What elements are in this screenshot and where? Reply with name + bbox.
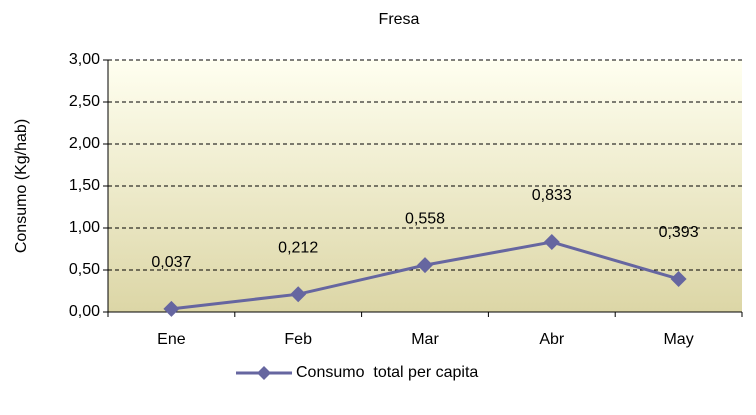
marker: [290, 286, 307, 303]
data-label: 0,558: [405, 210, 445, 227]
y-tick-label: 1,50: [69, 177, 100, 194]
y-tick-label: 0,00: [69, 303, 100, 320]
y-tick-label: 1,00: [69, 219, 100, 236]
x-tick-label: Mar: [411, 331, 439, 348]
x-tick-label: Feb: [284, 331, 312, 348]
x-tick-label: Ene: [157, 331, 186, 348]
y-tick-label: 0,50: [69, 261, 100, 278]
y-tick-label: 2,50: [69, 93, 100, 110]
x-tick-label: Abr: [539, 331, 565, 348]
x-tick-label: May: [663, 331, 693, 348]
legend-label: Consumo total per capita: [296, 364, 478, 381]
y-tick-label: 3,00: [69, 51, 100, 68]
marker: [543, 234, 560, 251]
data-label: 0,037: [151, 254, 191, 271]
data-label: 0,833: [532, 187, 572, 204]
marker: [417, 257, 433, 274]
data-label: 0,212: [278, 239, 318, 256]
y-tick-label: 2,00: [69, 135, 100, 152]
marker: [670, 270, 687, 287]
legend-marker: [257, 366, 271, 380]
marker: [163, 300, 180, 317]
y-axis-label: Consumo (Kg/hab): [13, 119, 30, 253]
chart-title: Fresa: [379, 11, 420, 28]
data-label: 0,393: [659, 224, 699, 241]
